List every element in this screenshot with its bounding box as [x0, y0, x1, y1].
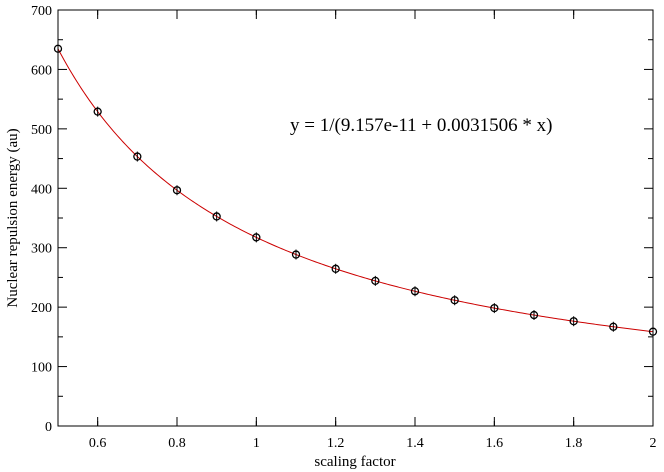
- data-point: [172, 185, 182, 196]
- data-point: [371, 275, 380, 286]
- y-axis-label: Nuclear repulsion energy (au): [5, 128, 21, 307]
- x-tick-label: 1: [253, 436, 260, 451]
- y-tick-label: 400: [31, 182, 52, 197]
- y-tick-label: 300: [31, 242, 52, 257]
- y-tick-label: 500: [31, 123, 52, 138]
- x-tick-label: 0.8: [168, 436, 186, 451]
- data-point: [291, 249, 301, 260]
- data-point: [450, 295, 459, 306]
- x-tick-label: 1.6: [486, 436, 504, 451]
- plot-frame: [57, 9, 654, 427]
- data-points: [53, 43, 658, 337]
- axis-ticks: 0.6 0.8 1 1.2 1.4 1.6 1.8 2 0 100 200 300 400 500 600 7…: [31, 4, 657, 451]
- fit-equation: y = 1/(9.157e-11 + 0.0031506 * x): [290, 115, 552, 136]
- data-point: [133, 151, 142, 162]
- data-point: [648, 326, 658, 337]
- data-point: [569, 316, 578, 327]
- data-point: [212, 211, 221, 222]
- data-point: [331, 263, 340, 274]
- y-tick-label: 700: [31, 4, 52, 19]
- data-point: [53, 43, 63, 54]
- data-point: [252, 232, 261, 243]
- x-tick-label: 2: [650, 436, 657, 451]
- data-point: [490, 303, 499, 314]
- x-tick-label: 1.4: [406, 436, 424, 451]
- x-tick-label: 1.2: [327, 436, 345, 451]
- fit-curve: [57, 48, 654, 333]
- y-tick-label: 200: [31, 301, 52, 316]
- x-tick-label: 1.8: [565, 436, 583, 451]
- y-tick-label: 0: [45, 420, 52, 435]
- data-point: [410, 286, 420, 297]
- y-tick-label: 600: [31, 63, 52, 78]
- x-tick-label: 0.6: [89, 436, 107, 451]
- data-point: [529, 310, 539, 321]
- data-point: [93, 106, 102, 117]
- y-tick-label: 100: [31, 361, 52, 376]
- data-point: [609, 321, 618, 332]
- x-axis-label: scaling factor: [314, 454, 395, 470]
